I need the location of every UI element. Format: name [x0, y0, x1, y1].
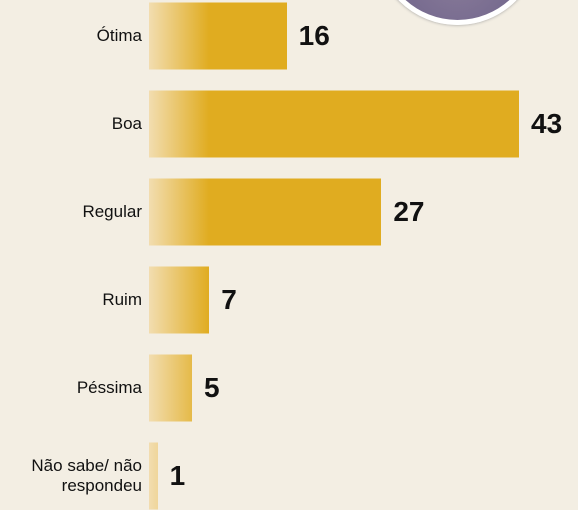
bar	[149, 91, 519, 158]
category-label: Ruim	[0, 290, 142, 310]
category-label: Péssima	[0, 378, 142, 398]
category-label: Ótima	[0, 26, 142, 46]
bar	[149, 3, 287, 70]
category-label: Boa	[0, 114, 142, 134]
value-label: 43	[531, 108, 562, 140]
page: Ótima 16 Boa 43 Regular 27 Ruim 7 Péssima 5 Não sa…	[0, 0, 578, 506]
bar	[149, 179, 381, 246]
bar	[149, 443, 158, 510]
decorative-photo	[375, 0, 540, 25]
value-label: 1	[170, 460, 186, 492]
value-label: 5	[204, 372, 220, 404]
category-label: Regular	[0, 202, 142, 222]
category-label: Não sabe/ não respondeu	[0, 456, 142, 496]
bar	[149, 355, 192, 422]
value-label: 7	[221, 284, 237, 316]
bar	[149, 267, 209, 334]
value-label: 27	[393, 196, 424, 228]
value-label: 16	[299, 20, 330, 52]
